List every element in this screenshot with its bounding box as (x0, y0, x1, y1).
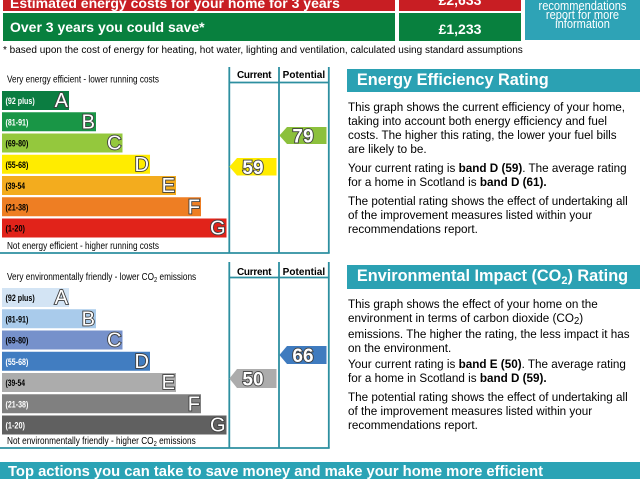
svg-text:Potential: Potential (283, 70, 326, 81)
svg-text:D: D (135, 154, 149, 176)
svg-text:D: D (135, 351, 149, 373)
svg-text:50: 50 (242, 370, 263, 391)
svg-text:Not energy efficient - higher: Not energy efficient - higher running co… (7, 241, 159, 252)
svg-text:66: 66 (292, 346, 313, 367)
svg-text:Current: Current (237, 70, 272, 81)
svg-text:(69-80): (69-80) (6, 139, 29, 149)
svg-text:Very environmentally friendly: Very environmentally friendly - lower CO… (7, 271, 197, 284)
svg-text:G: G (210, 415, 226, 437)
svg-text:(39-54: (39-54 (6, 378, 26, 388)
svg-text:(92 plus): (92 plus) (6, 96, 35, 106)
svg-text:A: A (55, 90, 69, 112)
svg-text:(81-91): (81-91) (6, 117, 29, 127)
svg-text:C: C (107, 330, 121, 352)
svg-text:A: A (55, 287, 69, 309)
svg-text:B: B (82, 111, 95, 133)
svg-text:79: 79 (292, 127, 313, 148)
svg-text:Current: Current (237, 267, 272, 278)
svg-text:C: C (107, 133, 121, 155)
svg-text:(21-38): (21-38) (6, 399, 29, 409)
svg-text:(81-91): (81-91) (6, 314, 29, 324)
svg-text:(1-20): (1-20) (6, 421, 26, 431)
svg-text:(55-68): (55-68) (6, 357, 29, 367)
svg-text:(69-80): (69-80) (6, 336, 29, 346)
svg-text:E: E (162, 372, 175, 394)
svg-text:B: B (82, 308, 95, 330)
svg-text:59: 59 (242, 158, 263, 179)
svg-text:Potential: Potential (283, 267, 326, 278)
svg-text:F: F (188, 196, 200, 218)
svg-text:F: F (188, 393, 200, 415)
svg-text:(21-38): (21-38) (6, 202, 29, 212)
svg-text:Not environmentally friendly -: Not environmentally friendly - higher CO… (7, 435, 196, 448)
svg-text:G: G (210, 218, 226, 240)
svg-text:Very energy efficient - lower: Very energy efficient - lower running co… (7, 74, 159, 85)
svg-text:(1-20): (1-20) (6, 224, 26, 234)
svg-text:E: E (162, 175, 175, 197)
svg-text:(92 plus): (92 plus) (6, 293, 35, 303)
svg-text:(55-68): (55-68) (6, 160, 29, 170)
svg-text:(39-54: (39-54 (6, 181, 26, 191)
